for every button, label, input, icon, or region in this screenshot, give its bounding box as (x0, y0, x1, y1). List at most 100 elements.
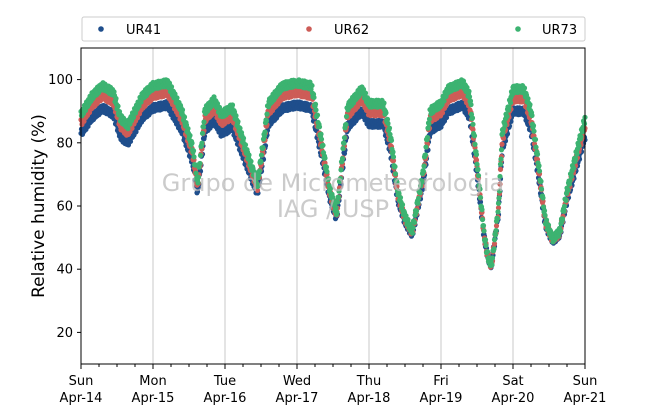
data-point (497, 166, 504, 172)
data-point (181, 114, 188, 120)
data-point (237, 125, 243, 131)
data-point (338, 167, 344, 173)
data-point (498, 156, 504, 162)
data-point (477, 186, 483, 192)
data-point (506, 104, 512, 110)
data-point (343, 113, 350, 120)
data-point (168, 84, 175, 90)
data-point (413, 208, 420, 214)
legend-marker-ur41 (98, 26, 104, 32)
x-tick-label-day: Sun (69, 374, 94, 389)
data-point (405, 216, 411, 223)
x-tick-label-day: Sat (502, 374, 523, 389)
data-point (334, 209, 340, 215)
data-point (263, 118, 270, 124)
data-point (134, 115, 141, 121)
data-point (314, 112, 321, 118)
data-point (473, 151, 480, 158)
data-point (410, 225, 416, 231)
legend-label-ur62: UR62 (334, 23, 369, 38)
data-point (536, 163, 542, 169)
data-point (261, 133, 268, 139)
data-point (136, 103, 142, 109)
data-point (482, 237, 489, 243)
legend-marker-ur73 (515, 26, 521, 32)
x-tick-label-day: Wed (283, 374, 311, 389)
x-tick-label-day: Sun (573, 374, 598, 389)
data-point (473, 157, 480, 163)
x-axis: Sun Apr-14 Mon Apr-15 Tue Apr-16 Wed Apr-17 Thu A… (60, 364, 607, 406)
data-point (189, 140, 195, 146)
watermark: Grupo de Micrometeorologia IAG / USP (162, 169, 504, 223)
data-point (392, 171, 399, 177)
x-tick-label-day: Thu (356, 374, 381, 389)
data-point (340, 145, 346, 152)
data-point (475, 166, 481, 173)
data-point (507, 100, 514, 106)
y-tick-label: 60 (56, 200, 73, 215)
data-point (491, 237, 498, 243)
data-point (313, 107, 319, 113)
data-point (390, 158, 397, 164)
y-axis-label: Relative humidity (%) (29, 114, 49, 298)
data-point (541, 208, 548, 214)
legend: UR41 UR62 UR73 (81, 16, 586, 42)
data-point (386, 125, 393, 131)
data-point (470, 126, 476, 133)
data-point (133, 129, 139, 135)
data-point (421, 163, 427, 169)
data-point (388, 137, 395, 144)
data-point (195, 180, 201, 186)
data-point (561, 203, 568, 209)
y-axis: 20 40 60 80 100 (48, 73, 81, 341)
data-point (130, 114, 137, 121)
data-point (242, 142, 249, 148)
x-tick-label-day: Tue (213, 374, 236, 389)
data-point (469, 115, 476, 121)
legend-box (81, 16, 586, 42)
x-tick-label-date: Apr-21 (564, 391, 607, 406)
data-point (216, 104, 223, 110)
y-tick-label: 80 (56, 136, 73, 151)
data-point (466, 88, 472, 94)
data-point (563, 197, 569, 203)
data-point (496, 188, 503, 194)
data-point (570, 165, 577, 171)
data-point (441, 98, 447, 104)
data-point (534, 151, 541, 157)
data-point (531, 128, 537, 134)
data-point (426, 121, 432, 127)
data-point (324, 169, 330, 175)
data-point (498, 147, 505, 153)
data-point (233, 113, 239, 119)
data-point (420, 169, 427, 175)
series-ur73 (78, 77, 588, 269)
x-tick-label-date: Apr-14 (60, 391, 103, 406)
data-point (466, 94, 473, 100)
data-point (256, 168, 263, 174)
data-point (362, 90, 369, 96)
legend-label-ur73: UR73 (542, 23, 577, 38)
data-point (318, 131, 324, 137)
data-point (201, 119, 207, 125)
data-point (415, 200, 421, 206)
data-point (576, 143, 582, 149)
data-point (381, 100, 387, 106)
data-point (538, 178, 544, 184)
legend-marker-ur62 (306, 26, 312, 32)
data-point (390, 154, 397, 160)
data-point (568, 173, 575, 180)
data-point (341, 140, 347, 146)
x-tick-label-date: Apr-18 (348, 391, 391, 406)
x-tick-label-date: Apr-20 (492, 391, 535, 406)
data-point (559, 216, 566, 222)
x-tick-label-date: Apr-17 (276, 391, 319, 406)
data-point (567, 178, 573, 184)
data-point (578, 134, 584, 140)
data-point (138, 99, 144, 105)
data-point (193, 170, 199, 176)
data-point (542, 212, 548, 218)
data-point (474, 161, 480, 167)
data-point (489, 255, 496, 261)
data-point (536, 168, 543, 174)
